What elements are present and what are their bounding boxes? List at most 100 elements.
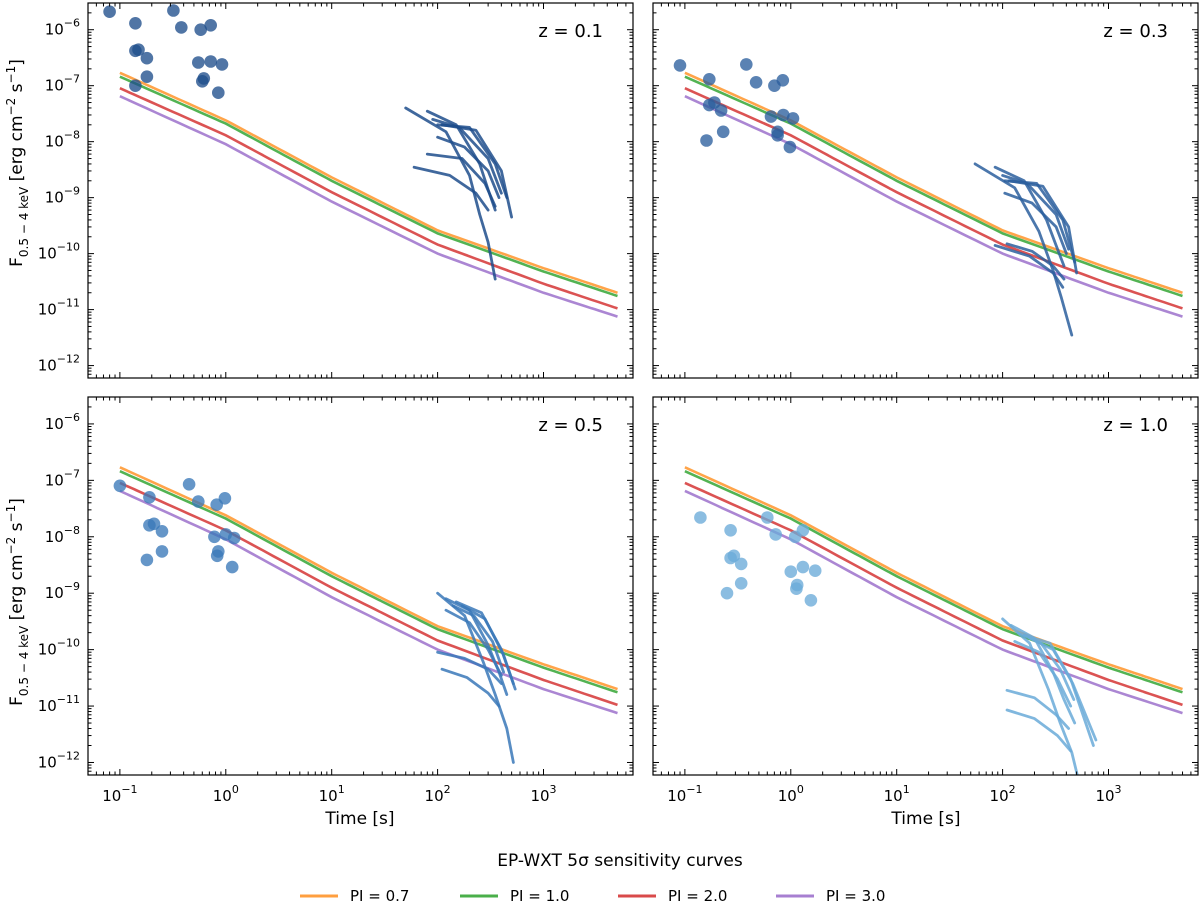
lightcurve-7 <box>412 165 490 212</box>
plot-area <box>684 466 1183 775</box>
sensitivity-curve-pi-3.0 <box>119 95 618 318</box>
lightcurve-8 <box>1005 708 1073 753</box>
data-point-13 <box>155 545 169 558</box>
data-point-12 <box>808 564 822 577</box>
data-point-17 <box>804 594 818 607</box>
legend: EP-WXT 5σ sensitivity curves PI = 0.7 PI… <box>300 851 885 905</box>
axes-frame <box>87 396 634 776</box>
y-tick-label: 10−9 <box>45 185 80 207</box>
y-tick-label: 10−6 <box>45 411 80 433</box>
data-point-9 <box>155 525 169 538</box>
y-tick-label: 10−6 <box>45 17 80 39</box>
y-tick-label: 10−7 <box>45 467 80 489</box>
lightcurve-1 <box>973 162 1074 337</box>
data-point-10 <box>764 110 778 123</box>
lightcurve-7 <box>1005 242 1066 281</box>
data-point-16 <box>700 134 713 147</box>
data-point-5 <box>769 528 782 541</box>
sensitivity-curve-pi-3.0 <box>684 95 1183 318</box>
data-point-1 <box>103 5 116 18</box>
data-point-16 <box>140 553 154 567</box>
x-axis-label-right: Time [s] <box>890 809 960 829</box>
x-tick-label: 100 <box>778 783 804 805</box>
lightcurve-5 <box>1028 636 1098 742</box>
data-point-5 <box>194 23 207 36</box>
data-point-9 <box>140 51 154 65</box>
data-point-3 <box>703 73 716 86</box>
data-point-9 <box>734 557 748 571</box>
y-tick-label: 10−11 <box>38 693 80 715</box>
sensitivity-curve-pi-1.0 <box>119 470 618 694</box>
sensitivity-curve-pi-3.0 <box>684 489 1183 715</box>
x-tick-label: 101 <box>319 783 345 805</box>
data-point-13 <box>716 125 730 139</box>
data-point-17 <box>212 86 225 99</box>
lightcurve-8 <box>425 152 497 208</box>
data-point-12 <box>786 112 800 125</box>
lightcurve-7 <box>1005 688 1070 730</box>
data-point-12 <box>227 531 241 545</box>
data-point-5 <box>218 492 232 505</box>
data-point-15 <box>790 582 803 595</box>
data-point-8 <box>147 517 161 531</box>
sensitivity-curve-pi-0.7 <box>119 466 618 691</box>
legend-label-pi-3.0: PI = 3.0 <box>826 887 885 905</box>
lightcurve-5 <box>440 123 513 219</box>
sensitivity-curve-pi-2.0 <box>684 87 1183 310</box>
data-point-1 <box>113 479 127 493</box>
data-point-13 <box>140 70 154 83</box>
lightcurve-6 <box>444 608 503 677</box>
data-point-15 <box>210 549 224 563</box>
plot-area <box>673 58 1183 337</box>
axes-frame <box>652 2 1199 379</box>
sensitivity-curve-pi-0.7 <box>684 466 1183 691</box>
data-point-17 <box>783 140 797 154</box>
data-point-11 <box>204 55 217 68</box>
data-point-4 <box>749 76 763 89</box>
y-tick-label: 10−10 <box>38 637 80 659</box>
lightcurve-2 <box>993 165 1066 268</box>
data-point-4 <box>175 21 188 34</box>
data-point-8 <box>132 43 145 56</box>
panel-label: z = 0.1 <box>538 21 603 42</box>
data-point-2 <box>761 511 774 524</box>
y-tick-label: 10−11 <box>38 297 80 319</box>
data-point-10 <box>208 530 221 544</box>
data-point-10 <box>784 565 798 578</box>
sensitivity-curve-pi-1.0 <box>684 470 1183 694</box>
sensitivity-curve-pi-2.0 <box>684 481 1183 707</box>
plot-area <box>113 466 618 764</box>
x-tick-label: 100 <box>213 783 239 805</box>
panel-label: z = 1.0 <box>1103 415 1168 436</box>
panels: 10−12 10−11 10−10 10−9 10−8 10−7 10−6 z = 0.1 z … <box>38 2 1199 805</box>
data-point-2 <box>182 478 196 491</box>
axes-frame <box>87 2 634 379</box>
data-point-12 <box>215 58 229 71</box>
panel-label: z = 0.5 <box>538 415 603 436</box>
lightcurve-8 <box>436 650 503 685</box>
lightcurve-5 <box>460 604 515 685</box>
lightcurve-8 <box>993 244 1065 289</box>
data-point-6 <box>143 491 156 504</box>
plot-area <box>103 4 618 318</box>
lightcurve-6 <box>1003 191 1068 255</box>
panel-label: z = 0.3 <box>1103 21 1168 42</box>
data-point-16 <box>720 586 734 600</box>
lightcurve-6 <box>1013 640 1073 708</box>
ticks <box>652 2 1199 379</box>
data-point-1 <box>694 511 707 524</box>
data-point-2 <box>129 17 142 30</box>
y-tick-label: 10−9 <box>45 580 80 602</box>
x-tick-label: 10−1 <box>667 783 702 805</box>
x-tick-label: 103 <box>530 783 556 805</box>
data-point-15 <box>771 129 784 142</box>
sensitivity-curve-pi-1.0 <box>119 75 618 298</box>
lightcurve-3 <box>1001 174 1070 251</box>
legend-label-pi-1.0: PI = 1.0 <box>510 887 569 905</box>
sensitivity-curve-pi-2.0 <box>119 87 618 310</box>
data-point-11 <box>777 108 790 122</box>
ticks <box>652 396 1199 776</box>
x-tick-label: 102 <box>990 783 1016 805</box>
